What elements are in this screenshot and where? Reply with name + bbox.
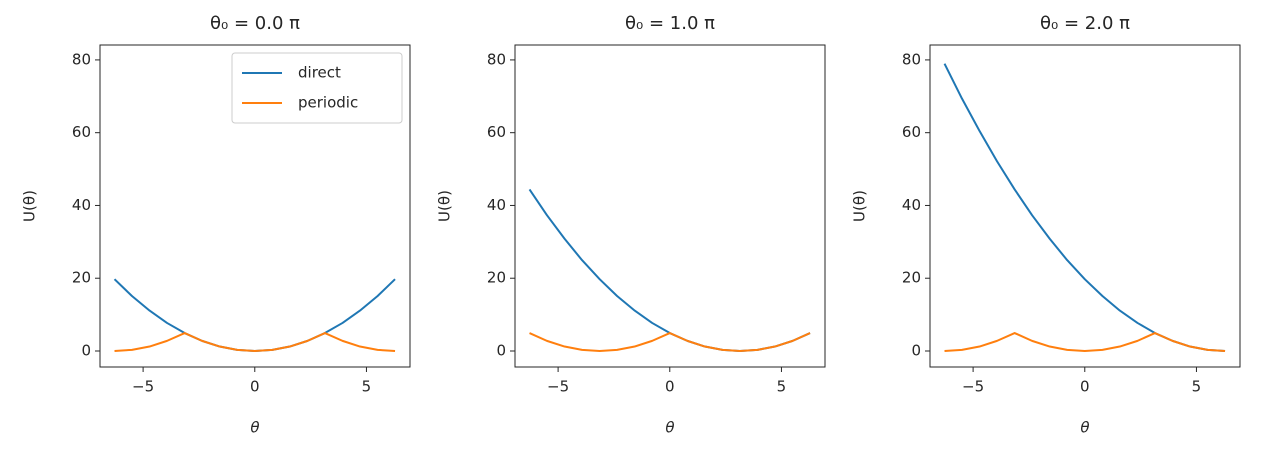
y-tick-label: 0 (81, 341, 91, 359)
x-axis-label: θ (665, 419, 674, 437)
x-tick-label: −5 (547, 378, 569, 396)
y-tick-label: 40 (902, 196, 921, 214)
y-tick-label: 0 (496, 341, 506, 359)
subplot-title: θ₀ = 1.0 π (625, 13, 715, 34)
y-tick-label: 80 (902, 50, 921, 68)
series-line (943, 63, 1226, 352)
x-tick-label: 0 (1080, 378, 1090, 396)
y-axis-label: U(θ) (851, 190, 869, 222)
x-tick-label: −5 (132, 378, 154, 396)
x-axis-label: θ (1080, 419, 1089, 437)
x-tick-label: 5 (777, 378, 787, 396)
x-tick-label: 0 (250, 378, 260, 396)
x-axis-label: θ (250, 419, 259, 437)
series-line (113, 278, 396, 352)
legend-label: periodic (298, 94, 358, 112)
series-line (529, 332, 811, 352)
legend-box (231, 52, 403, 124)
x-tick-label: 5 (362, 378, 372, 396)
subplot: θ₀ = 1.0 π θ U(θ) −5 0 5 0 20 40 60 80 (436, 13, 826, 437)
series-line (528, 188, 811, 352)
subplot: θ₀ = 0.0 π θ U(θ) −5 0 5 0 20 40 60 80 direct period… (21, 13, 411, 437)
y-tick-label: 40 (72, 196, 91, 214)
series-line (114, 332, 396, 352)
legend-label: direct (298, 64, 341, 82)
legend: direct periodic (231, 52, 403, 124)
y-tick-label: 20 (487, 269, 506, 287)
y-tick-label: 80 (72, 50, 91, 68)
axes-frame (514, 44, 826, 368)
subplot-title: θ₀ = 0.0 π (210, 13, 300, 34)
axes-frame (99, 44, 411, 368)
x-tick-label: 5 (1192, 378, 1202, 396)
y-axis-label: U(θ) (21, 190, 39, 222)
y-tick-label: 0 (911, 341, 921, 359)
series-line (944, 332, 1226, 352)
x-tick-label: 0 (665, 378, 675, 396)
x-tick-label: −5 (962, 378, 984, 396)
subplot: θ₀ = 2.0 π θ U(θ) −5 0 5 0 20 40 60 80 (851, 13, 1241, 437)
y-tick-label: 60 (902, 123, 921, 141)
y-tick-label: 20 (72, 269, 91, 287)
y-tick-label: 80 (487, 50, 506, 68)
y-tick-label: 60 (487, 123, 506, 141)
y-tick-label: 40 (487, 196, 506, 214)
y-tick-label: 60 (72, 123, 91, 141)
y-axis-label: U(θ) (436, 190, 454, 222)
axes-frame (929, 44, 1241, 368)
subplot-title: θ₀ = 2.0 π (1040, 13, 1130, 34)
y-tick-label: 20 (902, 269, 921, 287)
